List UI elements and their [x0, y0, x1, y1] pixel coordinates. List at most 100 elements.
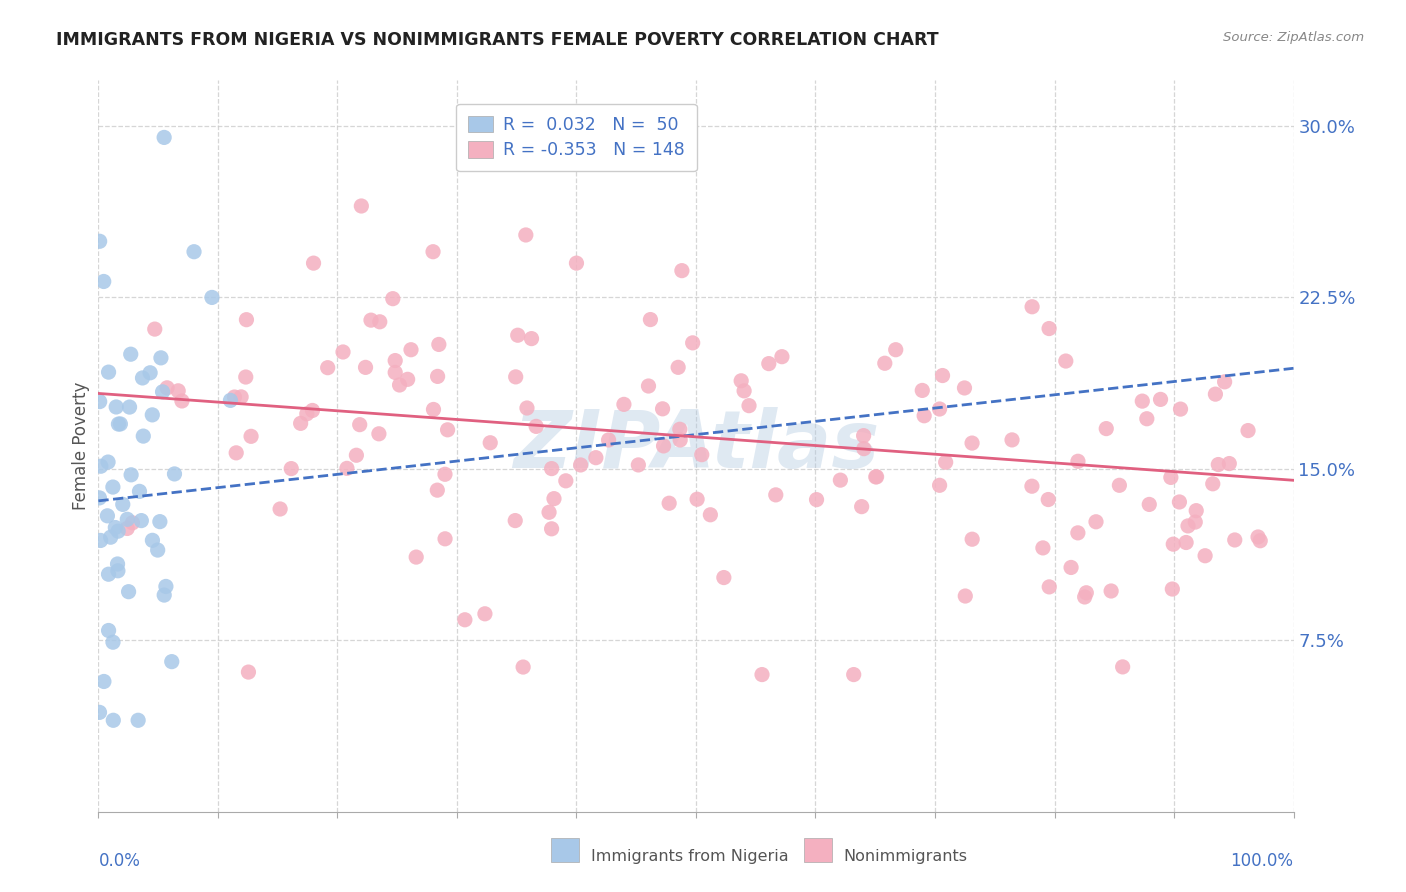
Point [1108, 478, 1130, 492]
Point [231, 390, 253, 404]
Point [669, 433, 692, 447]
Point [1213, 375, 1236, 389]
Point [354, 360, 377, 375]
Point [269, 502, 291, 516]
Point [1099, 584, 1122, 599]
Point [505, 370, 527, 384]
Point [1202, 476, 1225, 491]
Point [128, 484, 150, 499]
Point [1073, 590, 1095, 604]
Point [426, 483, 449, 498]
Point [143, 322, 166, 336]
Point [884, 343, 907, 357]
Legend: R =  0.032   N =  50, R = -0.353   N = 148: R = 0.032 N = 50, R = -0.353 N = 148 [456, 103, 697, 171]
Point [183, 244, 205, 259]
Point [515, 227, 537, 242]
Point [474, 607, 496, 621]
Point [758, 357, 780, 371]
Point [1177, 519, 1199, 533]
Point [1149, 392, 1171, 407]
Point [598, 433, 620, 447]
Point [427, 337, 450, 351]
Point [1067, 525, 1090, 540]
Point [1038, 321, 1060, 335]
Point [1076, 586, 1098, 600]
Point [436, 423, 458, 437]
Point [117, 512, 139, 526]
Point [350, 199, 373, 213]
Point [160, 655, 183, 669]
Point [1175, 535, 1198, 549]
Point [1054, 354, 1077, 368]
Point [512, 660, 534, 674]
Point [543, 491, 565, 506]
Point [682, 335, 704, 350]
Point [368, 315, 391, 329]
Point [152, 384, 174, 399]
Point [1067, 454, 1090, 468]
Point [852, 442, 875, 456]
Point [120, 347, 142, 361]
Point [1038, 580, 1060, 594]
Point [132, 429, 155, 443]
Point [101, 635, 124, 649]
Text: 100.0%: 100.0% [1230, 852, 1294, 870]
Point [89, 234, 111, 248]
Point [235, 312, 257, 326]
Point [381, 292, 404, 306]
Point [141, 408, 163, 422]
Point [1001, 433, 1024, 447]
Point [503, 514, 526, 528]
Point [219, 393, 242, 408]
Point [107, 524, 129, 538]
Point [953, 381, 976, 395]
Point [1223, 533, 1246, 547]
Point [107, 417, 129, 431]
Point [1161, 537, 1184, 551]
Point [118, 400, 141, 414]
Point [117, 584, 139, 599]
Point [1130, 394, 1153, 409]
Point [1168, 495, 1191, 509]
Point [851, 500, 873, 514]
Point [96, 508, 118, 523]
Point [640, 312, 662, 326]
Point [1208, 458, 1230, 472]
Point [384, 353, 406, 368]
Point [201, 290, 224, 304]
Point [1218, 457, 1240, 471]
Point [1060, 560, 1083, 574]
Point [1161, 582, 1184, 596]
Point [131, 514, 153, 528]
Point [1160, 470, 1182, 484]
Point [671, 263, 693, 277]
Point [433, 467, 456, 482]
Point [235, 370, 257, 384]
Point [1204, 387, 1226, 401]
Point [1038, 492, 1060, 507]
Point [770, 350, 793, 364]
Point [733, 384, 755, 398]
Point [873, 356, 896, 370]
Point [149, 515, 172, 529]
Point [1170, 402, 1192, 417]
Point [955, 589, 977, 603]
Point [111, 497, 134, 511]
Point [479, 435, 502, 450]
Point [280, 461, 302, 475]
Point [931, 368, 953, 383]
Point [585, 450, 607, 465]
Point [1249, 533, 1271, 548]
Point [405, 550, 427, 565]
Point [155, 579, 177, 593]
Point [686, 492, 709, 507]
Point [97, 365, 120, 379]
Point [344, 448, 367, 462]
Point [434, 532, 457, 546]
Point [399, 343, 422, 357]
Point [422, 244, 444, 259]
Point [806, 492, 828, 507]
Point [101, 480, 124, 494]
Point [290, 417, 312, 431]
Point [765, 488, 787, 502]
